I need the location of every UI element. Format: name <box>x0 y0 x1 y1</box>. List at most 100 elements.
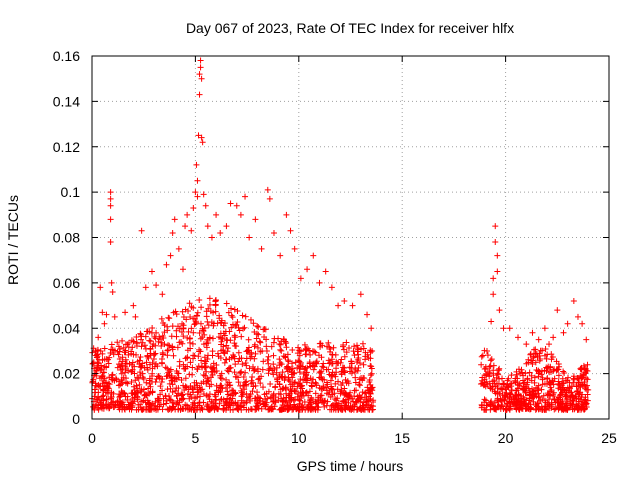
data-point <box>222 356 229 363</box>
data-point <box>320 399 327 406</box>
data-point <box>210 360 217 367</box>
data-point <box>242 369 249 376</box>
data-point <box>158 315 165 322</box>
data-point <box>291 245 298 252</box>
data-point <box>565 387 572 394</box>
data-point <box>196 91 203 98</box>
data-point <box>304 403 311 410</box>
data-point <box>300 389 307 396</box>
data-point <box>325 366 332 373</box>
data-point <box>521 387 528 394</box>
data-point <box>323 343 330 350</box>
data-point <box>192 320 199 327</box>
data-point <box>133 333 140 340</box>
data-point <box>238 368 245 375</box>
data-point <box>134 385 141 392</box>
y-tick-label: 0.04 <box>53 320 80 336</box>
data-point <box>115 343 122 350</box>
data-point <box>544 391 551 398</box>
data-point <box>165 314 172 321</box>
data-point <box>482 397 489 404</box>
data-point <box>277 406 284 413</box>
data-point <box>121 406 128 413</box>
data-point <box>104 390 111 397</box>
x-tick-label: 10 <box>291 430 307 446</box>
data-point <box>581 378 588 385</box>
data-point <box>158 343 165 350</box>
data-point <box>169 344 176 351</box>
data-point <box>548 399 555 406</box>
data-point <box>327 348 334 355</box>
data-point <box>483 378 490 385</box>
data-point <box>118 370 125 377</box>
data-point <box>167 397 174 404</box>
data-point <box>118 400 125 407</box>
data-point <box>189 340 196 347</box>
data-point <box>529 329 536 336</box>
data-point <box>488 318 495 325</box>
data-point <box>329 369 336 376</box>
data-point <box>335 302 342 309</box>
data-point <box>519 369 526 376</box>
data-point <box>211 369 218 376</box>
data-point <box>500 381 507 388</box>
data-point <box>296 396 303 403</box>
data-point <box>263 390 270 397</box>
data-point <box>119 358 126 365</box>
data-point <box>122 393 129 400</box>
data-point <box>108 389 115 396</box>
data-point <box>236 327 243 334</box>
data-point <box>246 234 253 241</box>
data-point <box>238 402 245 409</box>
data-point <box>508 372 515 379</box>
data-point <box>320 385 327 392</box>
data-point <box>506 325 513 332</box>
data-point <box>318 373 325 380</box>
data-point <box>153 329 160 336</box>
data-point <box>312 390 319 397</box>
data-point <box>231 369 238 376</box>
data-point <box>302 406 309 413</box>
data-point <box>140 406 147 413</box>
data-point <box>324 398 331 405</box>
data-point <box>165 369 172 376</box>
data-point <box>319 376 326 383</box>
data-point <box>253 335 260 342</box>
data-point <box>290 370 297 377</box>
data-point <box>225 391 232 398</box>
data-point <box>549 354 556 361</box>
data-point <box>147 345 154 352</box>
y-tick-label: 0.14 <box>53 93 80 109</box>
data-point <box>352 399 359 406</box>
x-tick-label: 5 <box>192 430 200 446</box>
data-point <box>130 302 137 309</box>
data-point <box>193 312 200 319</box>
data-point <box>350 348 357 355</box>
data-point <box>205 322 212 329</box>
data-point <box>163 261 170 268</box>
data-point <box>576 405 583 412</box>
data-point <box>270 398 277 405</box>
data-point <box>317 370 324 377</box>
data-point <box>99 309 106 316</box>
data-point <box>525 356 532 363</box>
data-point <box>240 325 247 332</box>
data-point <box>149 389 156 396</box>
data-point <box>569 401 576 408</box>
data-point <box>142 284 149 291</box>
data-point <box>206 295 213 302</box>
data-point <box>570 397 577 404</box>
data-point <box>233 373 240 380</box>
data-point <box>104 383 111 390</box>
data-point <box>250 367 257 374</box>
data-point <box>334 386 341 393</box>
data-point <box>237 382 244 389</box>
data-point <box>575 379 582 386</box>
data-point <box>187 382 194 389</box>
data-point <box>345 399 352 406</box>
data-point <box>366 406 373 413</box>
data-point <box>252 350 259 357</box>
data-point <box>266 195 273 202</box>
data-point <box>206 334 213 341</box>
